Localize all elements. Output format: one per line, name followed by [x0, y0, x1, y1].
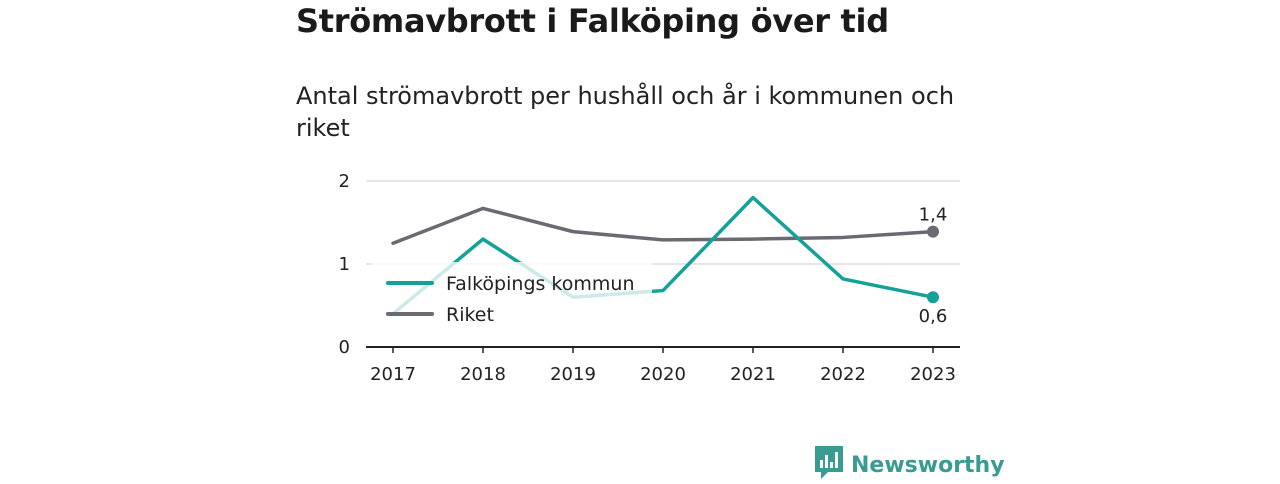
y-tick-label: 2: [339, 171, 350, 192]
chart-bubble-icon: [815, 446, 843, 484]
x-tick-label: 2017: [370, 364, 416, 385]
newsworthy-logo: Newsworthy: [815, 446, 1005, 484]
series-line-riket: [391, 206, 935, 245]
y-tick-label: 0: [339, 337, 350, 358]
series-line-falkoping: [391, 195, 935, 316]
x-tick-label: 2023: [910, 364, 956, 385]
brand-name: Newsworthy: [851, 452, 1005, 478]
legend-label: Riket: [446, 304, 494, 326]
chart-title: Strömavbrott i Falköping över tid: [296, 2, 889, 40]
x-tick-label: 2019: [550, 364, 596, 385]
x-tick-label: 2021: [730, 364, 776, 385]
chart-subtitle: Antal strömavbrott per hushåll och år i …: [296, 82, 955, 142]
endpoint-marker: [927, 225, 939, 238]
legend-label: Falköpings kommun: [446, 273, 635, 295]
x-tick-label: 2018: [460, 364, 506, 385]
x-tick-label: 2022: [820, 364, 866, 385]
endpoint-marker: [927, 291, 939, 304]
endpoint-label: 0,6: [919, 306, 948, 327]
endpoint-label: 1,4: [919, 205, 948, 226]
x-tick-label: 2020: [640, 364, 686, 385]
y-tick-label: 1: [339, 254, 350, 275]
legend-background: [372, 262, 652, 328]
